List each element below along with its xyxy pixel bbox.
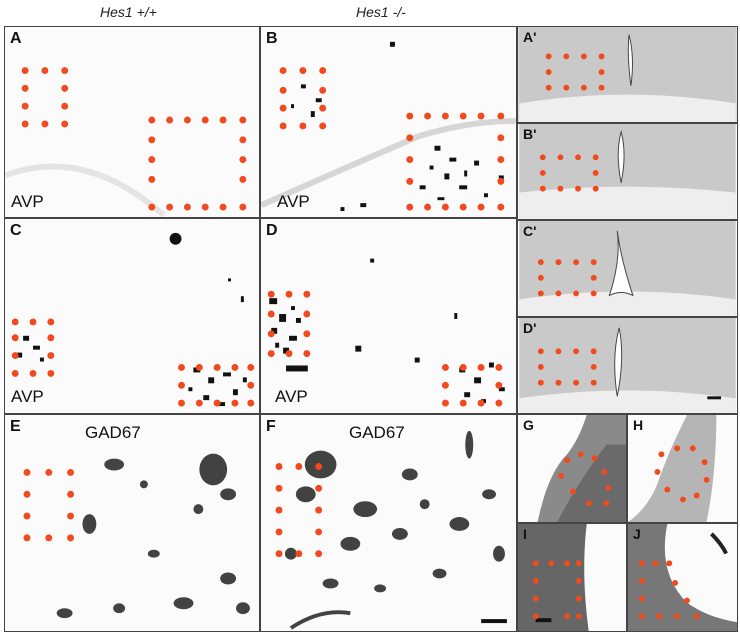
panel-c-label: C — [10, 222, 22, 239]
header-wildtype: Hes1 +/+ — [100, 4, 157, 20]
panel-j-image — [628, 524, 737, 631]
panel-b-prime: B' — [517, 123, 738, 220]
panel-b-label: B — [266, 30, 278, 47]
panel-c-prime-label: C' — [523, 223, 537, 239]
panel-f: F GAD67 — [260, 414, 517, 632]
panel-d-prime-label: D' — [523, 320, 537, 336]
panel-a: A AVP — [4, 26, 260, 218]
panel-d-prime-image — [519, 318, 736, 413]
panel-b-image — [261, 41, 516, 212]
panel-d-label: D — [266, 222, 278, 239]
panel-i: I — [517, 523, 627, 632]
panel-c: C AVP — [4, 218, 260, 414]
panel-h-label: H — [633, 417, 644, 433]
panel-a-stain: AVP — [11, 192, 44, 211]
panel-d-stain: AVP — [275, 387, 308, 406]
panel-c-stain: AVP — [11, 387, 44, 406]
panel-b-prime-label: B' — [523, 126, 537, 142]
panel-h-image — [628, 415, 717, 522]
panel-a-label: A — [10, 30, 22, 47]
panel-e-stain: GAD67 — [85, 423, 141, 442]
panel-b: B AVP — [260, 26, 517, 218]
panel-a-image — [5, 67, 247, 217]
panel-e-image — [23, 453, 250, 619]
panel-g: G — [517, 414, 627, 523]
panel-i-image — [518, 524, 589, 631]
panel-c-prime: C' — [517, 220, 738, 317]
panel-j-label: J — [633, 526, 641, 542]
panel-c-image — [11, 232, 255, 407]
panel-f-label: F — [266, 418, 276, 435]
header-knockout: Hes1 -/- — [356, 4, 406, 20]
panel-e: E GAD67 — [4, 414, 260, 632]
panel-f-image — [275, 430, 507, 630]
panel-j: J — [627, 523, 738, 632]
panel-a-prime-label: A' — [523, 29, 537, 45]
panel-a-prime-image — [519, 27, 736, 122]
panel-b-stain: AVP — [277, 192, 310, 211]
panel-b-prime-image — [519, 124, 736, 219]
panel-f-stain: GAD67 — [349, 423, 405, 442]
panel-g-label: G — [523, 417, 534, 433]
panel-i-label: I — [523, 526, 527, 542]
panel-d: D AVP — [260, 218, 517, 414]
panel-a-prime: A' — [517, 26, 738, 123]
panel-d-prime: D' — [517, 317, 738, 414]
panel-e-label: E — [10, 418, 21, 435]
panel-d-image — [267, 258, 505, 407]
panel-c-prime-image — [519, 221, 736, 316]
panel-g-image — [537, 415, 626, 522]
panel-h: H — [627, 414, 738, 523]
